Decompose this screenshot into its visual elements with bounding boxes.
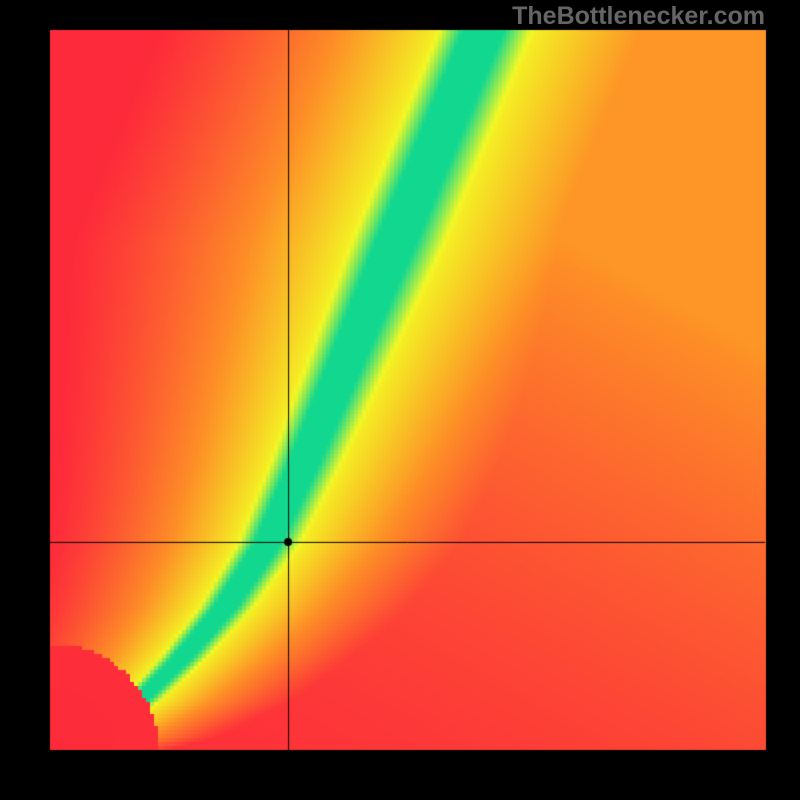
chart-container: TheBottlenecker.com [0, 0, 800, 800]
heatmap-canvas [0, 0, 800, 800]
